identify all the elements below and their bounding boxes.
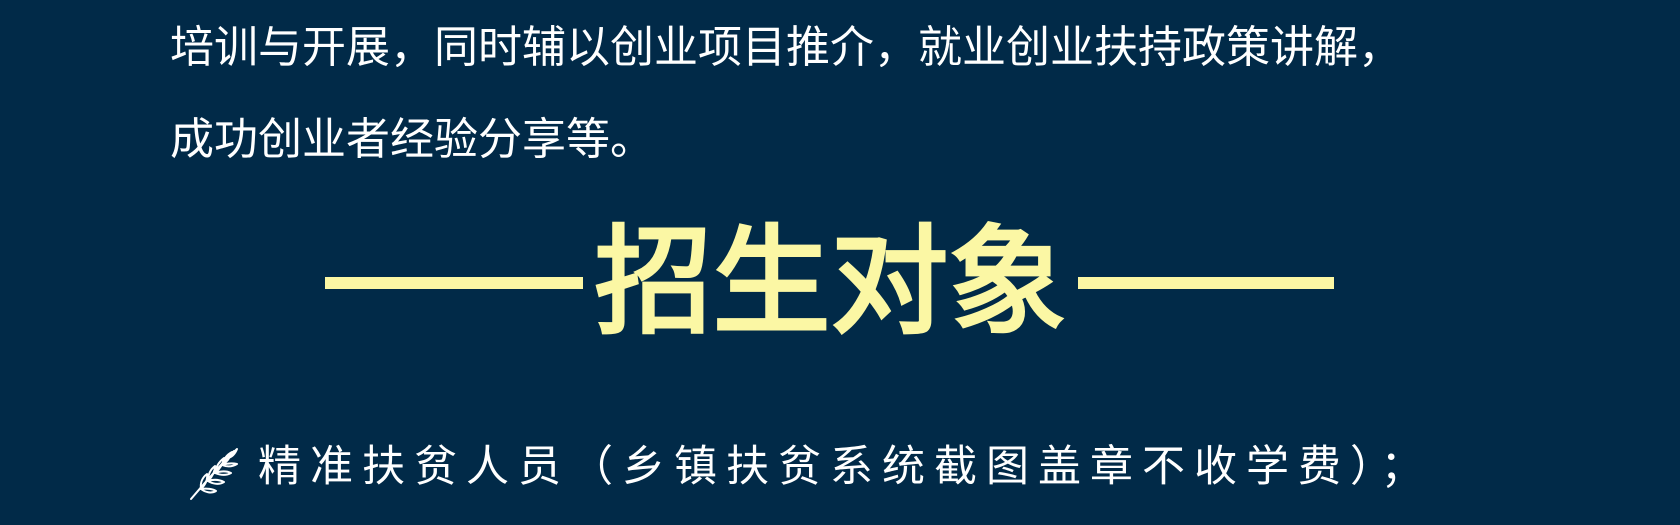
intro-text-line-2: 成功创业者经验分享等。 <box>170 114 654 165</box>
intro-text-line-1: 培训与开展，同时辅以创业项目推介，就业创业扶持政策讲解， <box>170 22 1402 73</box>
leaf-icon <box>188 446 240 502</box>
section-title: 招生对象 <box>594 213 1067 351</box>
heading-dash-right <box>1078 277 1334 289</box>
heading-dash-left <box>325 277 583 289</box>
list-item-text: 精准扶贫人员（乡镇扶贫系统截图盖章不收学费）； <box>258 442 1433 492</box>
list-item: 精准扶贫人员（乡镇扶贫系统截图盖章不收学费）； <box>188 440 1648 502</box>
section-heading: 招生对象 <box>325 222 1335 342</box>
